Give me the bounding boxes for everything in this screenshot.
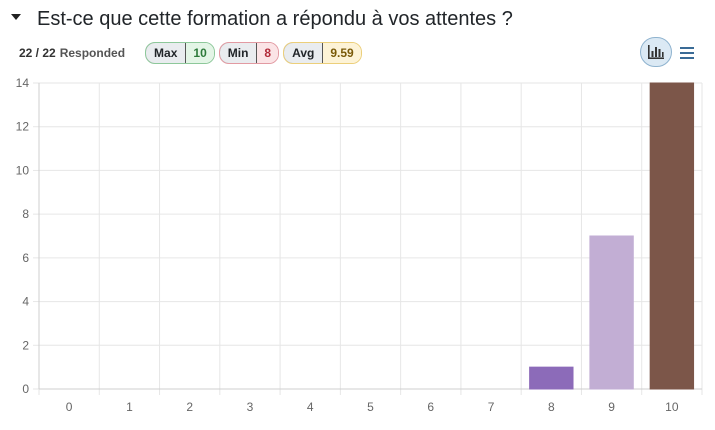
avg-badge-label: Avg (284, 43, 324, 63)
x-tick-label: 4 (307, 400, 314, 414)
collapse-caret-icon[interactable] (11, 14, 21, 20)
y-tick-label: 2 (22, 338, 29, 352)
responded-label: Responded (59, 46, 126, 60)
x-tick-label: 10 (665, 400, 679, 414)
avg-badge-value: 9.59 (323, 43, 361, 63)
x-tick-label: 1 (126, 400, 133, 414)
stats-bar: 22 / 22 Responded Max 10 Min 8 Avg 9.59 (19, 42, 366, 64)
y-tick-label: 6 (22, 251, 29, 265)
bar-10 (649, 82, 695, 390)
bar-8 (529, 366, 574, 390)
max-badge-value: 10 (186, 43, 214, 63)
question-title: Est-ce que cette formation a répondu à v… (37, 8, 513, 30)
min-badge: Min 8 (218, 42, 280, 64)
avg-badge: Avg 9.59 (283, 42, 362, 64)
y-tick-label: 4 (22, 295, 29, 309)
x-tick-label: 8 (548, 400, 555, 414)
bar-chart-icon (648, 45, 664, 59)
responded-summary: 22 / 22 Responded (19, 46, 125, 60)
max-badge: Max 10 (145, 42, 215, 64)
x-tick-label: 0 (66, 400, 73, 414)
y-tick-label: 12 (16, 120, 30, 134)
y-tick-label: 10 (16, 163, 30, 177)
list-view-button[interactable] (677, 43, 697, 63)
x-tick-label: 3 (247, 400, 254, 414)
x-tick-label: 7 (488, 400, 495, 414)
bar-chart-view-button[interactable] (640, 37, 672, 67)
x-tick-label: 9 (608, 400, 615, 414)
chart-container: 0 2 4 6 8 10 12 14 0 1 2 3 4 5 6 7 8 9 10 (0, 72, 715, 424)
x-tick-label: 5 (367, 400, 374, 414)
y-tick-label: 8 (22, 207, 29, 221)
min-badge-label: Min (219, 43, 258, 63)
x-tick-label: 2 (186, 400, 193, 414)
max-badge-label: Max (146, 43, 187, 63)
responded-count: 22 / 22 (19, 46, 56, 60)
bar-9 (589, 235, 634, 390)
y-tick-label: 0 (22, 382, 29, 396)
x-tick-label: 6 (427, 400, 434, 414)
list-icon (680, 47, 694, 59)
min-badge-value: 8 (257, 43, 279, 63)
y-tick-label: 14 (16, 76, 30, 90)
